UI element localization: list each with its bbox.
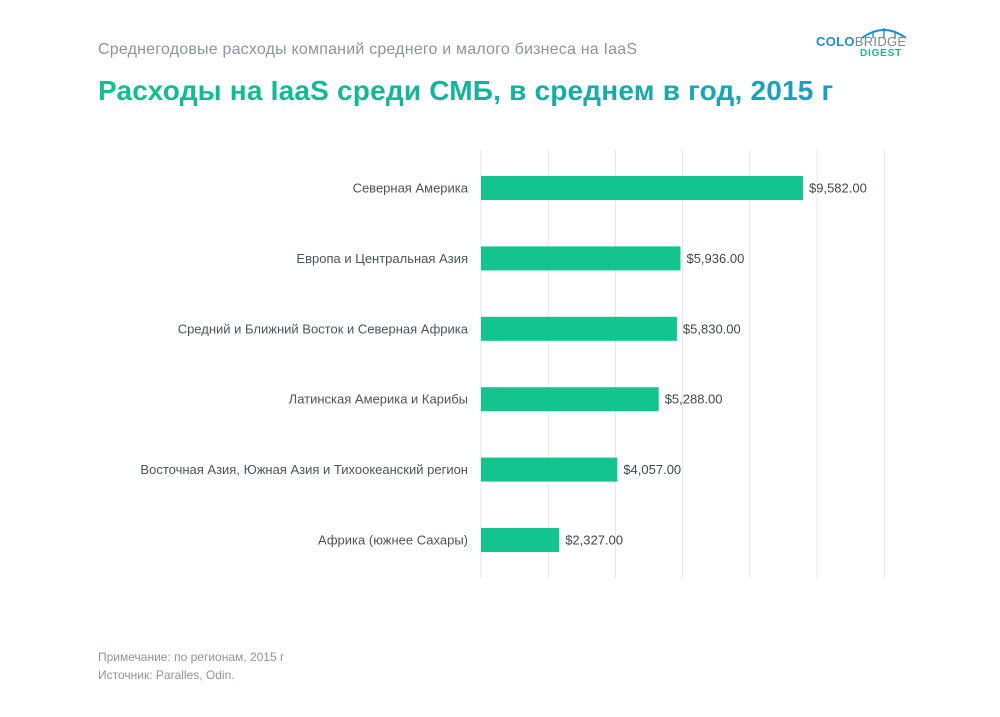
- category-label: Средний и Ближний Восток и Северная Афри…: [178, 321, 469, 336]
- value-label: $5,830.00: [683, 321, 741, 336]
- value-label: $5,288.00: [665, 392, 723, 407]
- bar: [481, 387, 659, 412]
- source-note: Источник: Paralles, Odin.: [98, 668, 235, 682]
- logo-digest-text: DIGEST: [859, 48, 902, 59]
- category-label: Северная Америка: [353, 181, 469, 196]
- value-label: $4,057.00: [623, 462, 681, 477]
- value-label: $5,936.00: [686, 251, 744, 266]
- category-label: Латинская Америка и Карибы: [289, 392, 468, 407]
- value-label: $2,327.00: [565, 533, 623, 548]
- chart-subtitle: Среднегодовые расходы компаний среднего …: [98, 41, 638, 58]
- bar: [481, 246, 681, 271]
- category-label: Африка (южнее Сахары): [318, 533, 468, 548]
- logo-wordmark: COLOBRIDGE: [816, 34, 906, 49]
- category-label: Европа и Центральная Азия: [296, 251, 468, 266]
- bar: [481, 176, 803, 200]
- footnote: Примечание: по регионам, 2015 г: [98, 650, 285, 664]
- bar: [481, 528, 560, 552]
- colobridge-logo: COLOBRIDGE DIGEST: [814, 25, 907, 63]
- chart-title: Расходы на IaaS среди СМБ, в среднем в г…: [98, 75, 834, 106]
- value-label: $9,582.00: [809, 181, 867, 196]
- bridge-arc-icon: [861, 28, 907, 39]
- bar: [481, 316, 677, 341]
- bar: [481, 457, 618, 482]
- logo-colo-text: COLO: [816, 34, 855, 49]
- logo-bridge-text: BRIDGE: [854, 34, 907, 49]
- category-label: Восточная Азия, Южная Азия и Тихоокеанск…: [140, 462, 468, 477]
